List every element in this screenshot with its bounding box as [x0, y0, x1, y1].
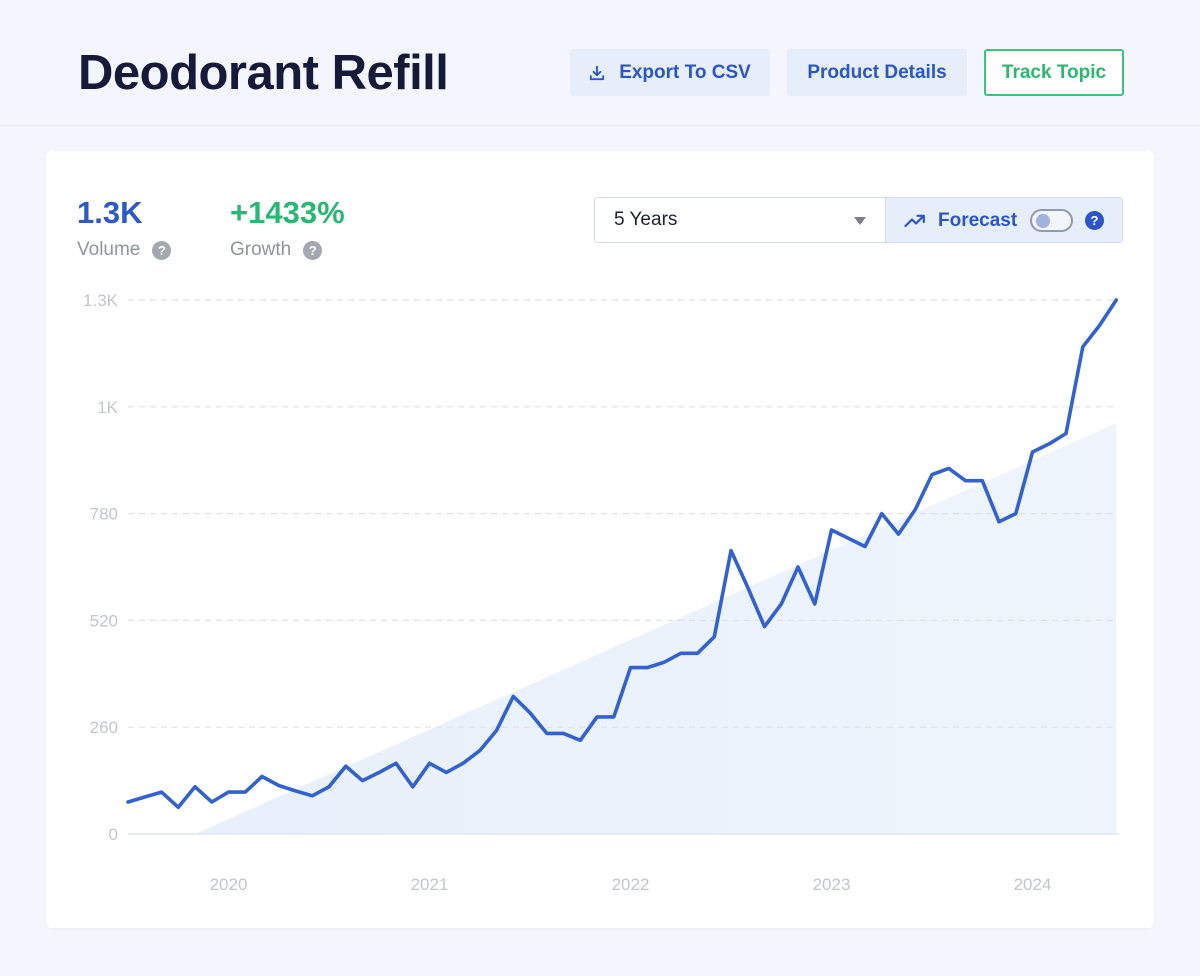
- export-csv-label: Export To CSV: [619, 61, 751, 83]
- forecast-label: Forecast: [938, 210, 1018, 231]
- volume-chart: 0 260 520 780 1K 1.3K 2020 2021 2022 2023 2024: [83, 291, 1119, 894]
- forecast-control: Forecast ?: [885, 197, 1123, 243]
- product-details-button[interactable]: Product Details: [787, 49, 967, 96]
- growth-label-row: Growth ?: [230, 239, 345, 261]
- y-tick-label: 260: [90, 718, 118, 737]
- x-tick-label: 2023: [813, 875, 851, 894]
- product-details-label: Product Details: [807, 61, 947, 83]
- y-tick-label: 780: [90, 505, 118, 524]
- volume-label-row: Volume ?: [77, 239, 172, 261]
- volume-value: 1.3K: [77, 195, 143, 230]
- y-tick-label: 0: [109, 825, 118, 844]
- export-csv-button[interactable]: Export To CSV: [570, 49, 770, 96]
- growth-metric: +1433% Growth ?: [230, 195, 345, 261]
- x-tick-label: 2024: [1014, 875, 1052, 894]
- y-tick-label: 520: [90, 611, 118, 630]
- toggle-knob: [1036, 214, 1050, 228]
- volume-metric: 1.3K Volume ?: [77, 195, 172, 261]
- page-title: Deodorant Refill: [78, 46, 449, 100]
- y-tick-label: 1.3K: [83, 291, 119, 310]
- volume-label: Volume: [77, 239, 141, 260]
- forecast-toggle[interactable]: [1030, 209, 1073, 232]
- time-range-value: 5 Years: [614, 209, 678, 230]
- time-range-select[interactable]: 5 Years: [594, 197, 886, 243]
- track-topic-button[interactable]: Track Topic: [984, 49, 1124, 96]
- forecast-help-icon[interactable]: ?: [1085, 211, 1104, 230]
- trend-card: 0 260 520 780 1K 1.3K 2020 2021 2022 2023 2024 1.3…: [46, 151, 1154, 928]
- y-tick-label: 1K: [97, 398, 118, 417]
- chevron-down-icon: [854, 217, 866, 225]
- download-icon: [590, 65, 605, 80]
- trending-up-icon: [904, 214, 925, 228]
- x-tick-label: 2020: [210, 875, 248, 894]
- x-tick-label: 2021: [411, 875, 449, 894]
- trend-area: [195, 423, 1117, 834]
- x-tick-label: 2022: [612, 875, 650, 894]
- page-header: Deodorant Refill Export To CSV Product D…: [0, 0, 1200, 126]
- growth-label: Growth: [230, 239, 292, 260]
- growth-value: +1433%: [230, 195, 345, 230]
- track-topic-label: Track Topic: [1001, 61, 1107, 83]
- volume-series-line: [126, 298, 1119, 810]
- volume-help-icon[interactable]: ?: [152, 240, 172, 260]
- growth-help-icon[interactable]: ?: [303, 240, 323, 260]
